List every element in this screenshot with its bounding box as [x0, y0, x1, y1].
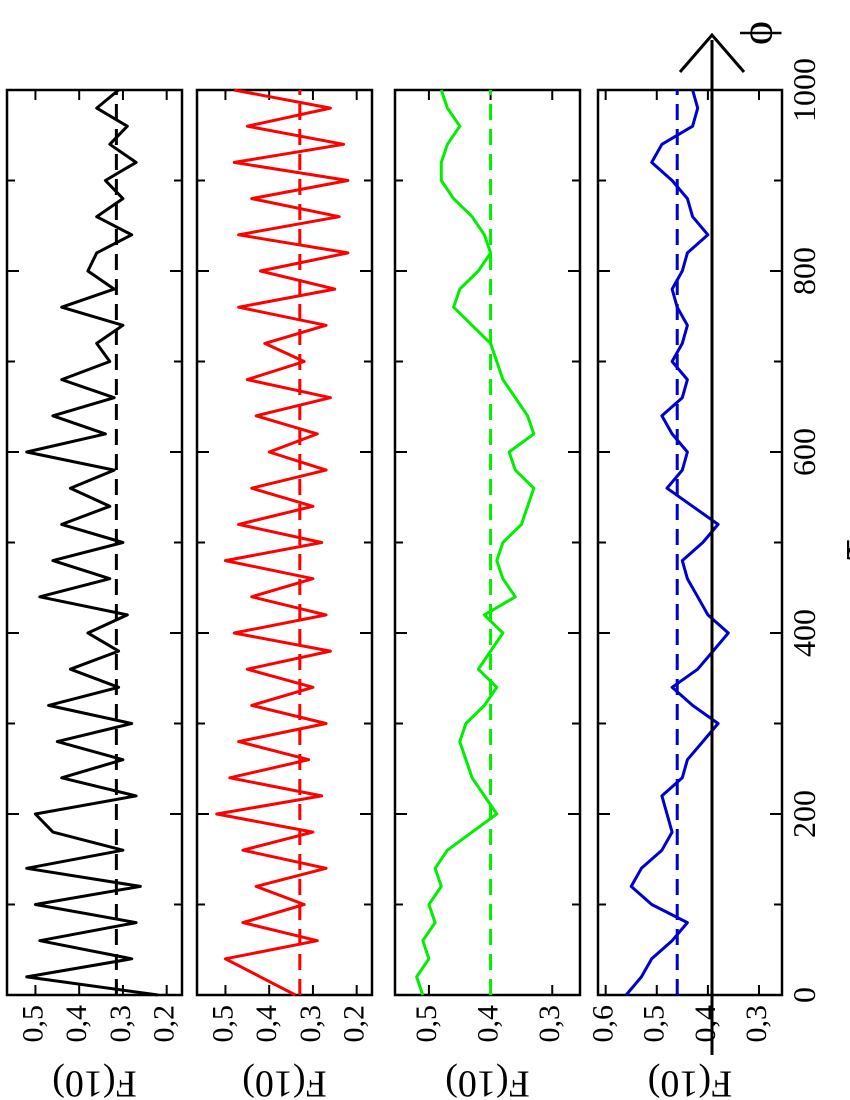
series-line — [624, 89, 730, 996]
x-tick-label: 600 — [786, 428, 822, 476]
panel-4: 0,3 0,4 0,5 0,6 F(10) — [587, 88, 784, 1100]
x-tick-label: 400 — [786, 609, 822, 657]
x-axis-label: τ — [824, 539, 850, 561]
phi-arrow-head — [678, 32, 746, 73]
panel-2: 0,2 0,3 0,4 0,5F(10) — [195, 88, 374, 1100]
phi-arrow-label: ϕ — [731, 21, 782, 45]
y-tick-label: 0,4 — [689, 1005, 722, 1043]
y-axis-label: F(10) — [52, 1062, 136, 1100]
x-tick-label: 200 — [786, 790, 822, 838]
y-tick-label: 0,4 — [471, 1005, 504, 1043]
y-tick-label: 0,5 — [410, 1005, 443, 1043]
y-axis-label: F(10) — [242, 1062, 326, 1100]
y-axis-label: F(10) — [445, 1062, 529, 1100]
series-line — [415, 89, 536, 996]
series-line — [215, 88, 350, 997]
x-tick-label: 0 — [786, 987, 822, 1003]
y-tick-label: 0,2 — [148, 1005, 181, 1043]
x-tick-label: 1000 — [786, 58, 822, 122]
panel-frame — [5, 88, 184, 997]
y-tick-label: 0,4 — [60, 1005, 93, 1043]
y-tick-label: 0,2 — [338, 1005, 371, 1043]
panel-frame — [393, 88, 582, 997]
rotated-figure: 0,20,30,40,5F(10)0,20,30,40,5F(10)0,30,4… — [5, 21, 850, 1100]
panel-frame — [596, 88, 784, 997]
phi-arrow: ϕ — [678, 21, 782, 1055]
y-tick-label: 0,5 — [638, 1005, 671, 1043]
x-tick-label: 800 — [786, 247, 822, 295]
panels: 0,20,30,40,5F(10)0,20,30,40,5F(10)0,30,4… — [5, 88, 784, 1100]
y-tick-label: 0,5 — [206, 1005, 239, 1043]
y-tick-label: 0,6 — [587, 1005, 620, 1043]
x-axis: 0 200 400 600 800 1000 — [786, 58, 822, 1003]
panel-3: 0,3 0,4 0,5F(10) — [393, 88, 582, 1100]
y-axis-label: F(10) — [648, 1062, 732, 1100]
panel-1: 0,2 0,3 0,4 0,5F(10) — [5, 88, 184, 1100]
y-tick-label: 0,3 — [104, 1005, 137, 1043]
y-tick-label: 0,4 — [250, 1005, 283, 1043]
series-line — [25, 88, 159, 997]
y-tick-label: 0,3 — [294, 1005, 327, 1043]
y-tick-label: 0,3 — [740, 1005, 773, 1043]
y-tick-label: 0,3 — [533, 1005, 566, 1043]
y-tick-label: 0,5 — [16, 1005, 49, 1043]
